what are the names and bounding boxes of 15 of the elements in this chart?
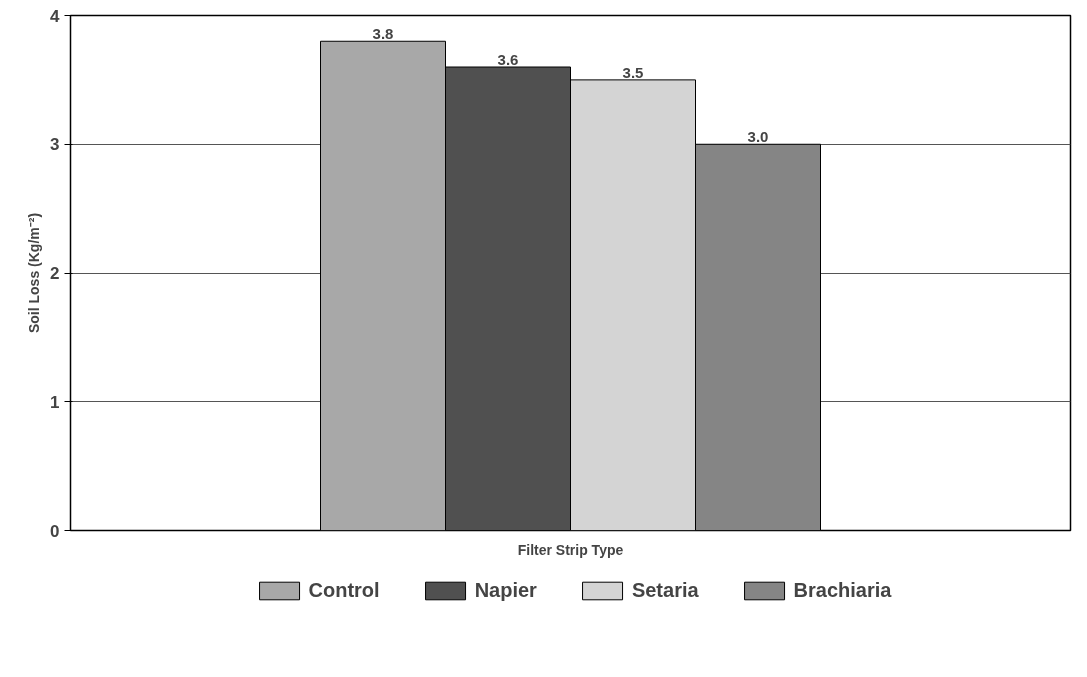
legend-label: Setaria [631, 578, 699, 602]
legend-label: Brachiaria [793, 578, 892, 602]
y-axis-title: Soil Loss (Kg/m⁻²) [26, 212, 43, 334]
x-axis-title: Filter Strip Type [517, 541, 624, 558]
legend-label: Napier [474, 578, 537, 602]
data-label: 3.0 [747, 128, 769, 146]
y-tick-label: 3 [50, 135, 60, 155]
y-tick-label: 1 [50, 392, 60, 412]
y-tick-label: 4 [50, 6, 61, 26]
y-tick-label: 0 [50, 521, 60, 541]
y-tick-label: 2 [50, 264, 60, 283]
data-label: 3.8 [372, 25, 394, 43]
data-label: 3.6 [497, 51, 519, 68]
legend-label: Control [308, 578, 380, 602]
data-label: 3.5 [622, 63, 644, 81]
